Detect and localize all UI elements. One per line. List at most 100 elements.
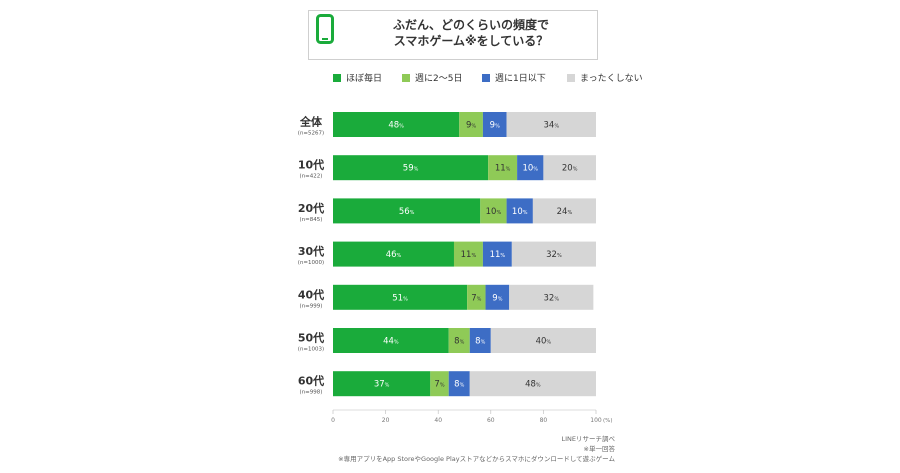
bar-segment — [333, 155, 489, 181]
footnote-game-definition: ※専用アプリをApp StoreやGoogle Playストアなどからスマホにダ… — [338, 455, 615, 463]
data-label: 11% — [495, 164, 511, 174]
data-label: 51% — [392, 293, 408, 303]
data-label: 56% — [399, 207, 415, 217]
data-label-unit: % — [536, 383, 541, 389]
data-label-unit: % — [471, 253, 476, 259]
bar-segment — [459, 112, 483, 137]
category-label: 10代 — [298, 158, 324, 172]
data-label-unit: % — [440, 383, 445, 389]
footnote-single-answer: ※単一回答 — [583, 445, 615, 453]
data-label: 10% — [512, 207, 528, 217]
data-label: 9% — [466, 121, 476, 131]
data-label-unit: % — [460, 383, 465, 389]
bar-segment — [490, 328, 596, 353]
data-label: 8% — [454, 337, 464, 347]
title-box — [308, 10, 603, 65]
bar-segment — [532, 198, 596, 224]
data-label: 10% — [522, 164, 538, 174]
legend-swatch — [482, 74, 490, 82]
data-label-unit: % — [523, 210, 528, 216]
data-label: 11% — [461, 250, 477, 260]
data-label: 40% — [536, 337, 552, 347]
data-label: 10% — [486, 207, 502, 217]
bar-segment — [509, 284, 594, 310]
legend-swatch — [333, 74, 341, 82]
data-label-unit: % — [496, 210, 501, 216]
x-tick-label: 0 — [331, 417, 335, 424]
data-label-unit: % — [481, 340, 486, 346]
bar-segment — [511, 241, 596, 267]
data-label: 8% — [475, 337, 485, 347]
category-label: 20代 — [298, 201, 324, 215]
bar-segment — [543, 155, 596, 181]
bar-segment — [333, 371, 431, 397]
category-sample-size: (n=998) — [300, 390, 323, 396]
data-label-unit: % — [567, 210, 572, 216]
category-sample-size: (n=5267) — [298, 131, 324, 137]
data-label-unit: % — [500, 253, 505, 259]
bar-segment — [333, 241, 454, 267]
category-label: 30代 — [298, 244, 324, 258]
bar-segment — [430, 371, 449, 397]
legend-label: 週に1日以下 — [495, 74, 546, 84]
category-sample-size: (n=845) — [300, 217, 323, 223]
data-label-unit: % — [394, 340, 399, 346]
legend-item-weekly-or-less: 週に1日以下 — [482, 73, 546, 87]
bar-segment — [448, 328, 470, 353]
bar-segment — [333, 284, 468, 310]
source-note: LINEリサーチ調べ — [561, 435, 615, 443]
x-tick-label: 60 — [487, 417, 495, 424]
data-label: 34% — [543, 121, 559, 131]
legend-item-daily: ほぼ毎日 — [333, 73, 382, 87]
legend-swatch — [567, 74, 575, 82]
data-label: 48% — [388, 121, 404, 131]
data-label-unit: % — [573, 167, 578, 173]
data-label: 32% — [543, 293, 559, 303]
category-label: 60代 — [298, 374, 324, 388]
data-label: 8% — [454, 380, 464, 390]
data-label: 44% — [383, 337, 399, 347]
category-label: 全体 — [299, 115, 323, 129]
legend-label: 週に2〜5日 — [415, 74, 463, 84]
bar-segment — [488, 155, 518, 181]
chart-title-line2: スマホゲーム※をしている？ — [393, 34, 549, 48]
bar-segment — [333, 328, 449, 353]
legend-item-2to5: 週に2〜5日 — [402, 73, 462, 87]
bar-segment — [482, 112, 507, 137]
data-label: 46% — [386, 250, 402, 260]
data-label-unit: % — [533, 167, 538, 173]
bar-segment — [480, 198, 507, 224]
data-label-unit: % — [399, 124, 404, 130]
data-label-unit: % — [546, 340, 551, 346]
category-sample-size: (n=1003) — [298, 347, 324, 353]
category-sample-size: (n=1000) — [298, 260, 324, 266]
data-label: 11% — [490, 250, 506, 260]
data-label: 7% — [471, 293, 481, 303]
x-tick-label: 40 — [434, 417, 442, 424]
data-label: 48% — [525, 380, 541, 390]
data-label-unit: % — [477, 296, 482, 302]
data-label: 37% — [374, 380, 390, 390]
data-label: 20% — [562, 164, 578, 174]
data-label: 59% — [403, 164, 419, 174]
bar-segment — [506, 198, 533, 224]
data-label: 7% — [434, 380, 444, 390]
bar-segment — [333, 198, 481, 224]
category-label: 50代 — [298, 331, 324, 345]
legend-label: ほぼ毎日 — [346, 74, 383, 84]
legend-item-never: まったくしない — [567, 73, 643, 87]
bar-segment — [453, 241, 483, 267]
category-sample-size: (n=999) — [300, 303, 323, 309]
bar-segment — [333, 112, 460, 137]
data-label: 32% — [546, 250, 562, 260]
legend-swatch — [402, 74, 410, 82]
data-label-unit: % — [554, 296, 559, 302]
data-label: 24% — [557, 207, 573, 217]
data-label-unit: % — [557, 253, 562, 259]
x-tick-label: 100 — [590, 417, 602, 424]
data-label-unit: % — [506, 167, 511, 173]
x-tick-label: 80 — [540, 417, 548, 424]
bar-segment — [469, 371, 596, 397]
data-label-unit: % — [471, 124, 476, 130]
